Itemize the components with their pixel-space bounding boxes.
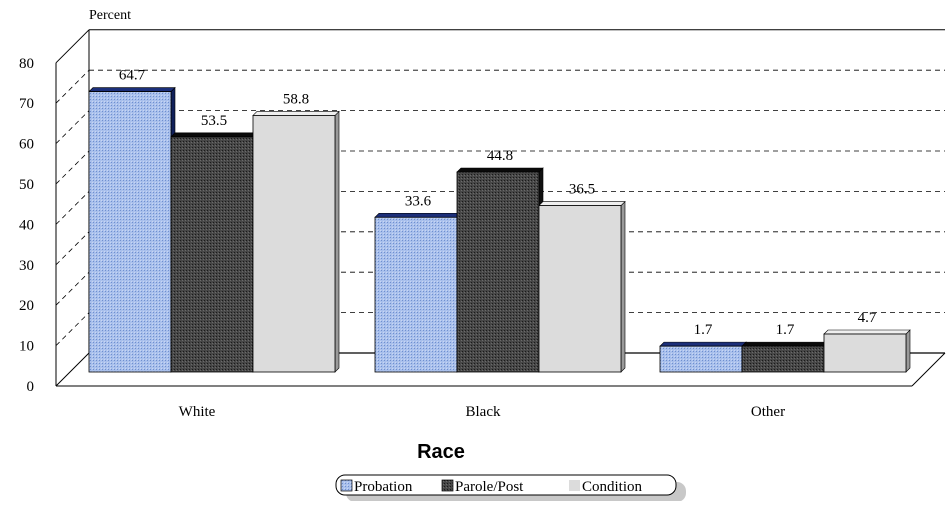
bar <box>88 91 172 373</box>
bar-side <box>334 110 340 373</box>
bar <box>170 136 254 373</box>
bar-top <box>456 167 544 173</box>
side-wall-top-edge <box>55 29 90 64</box>
x-axis-title: Race <box>417 441 465 463</box>
legend-swatch <box>340 479 353 492</box>
bar-top <box>741 341 829 347</box>
gridline-side <box>55 150 90 185</box>
bar-top <box>252 111 340 116</box>
x-tick-label: Black <box>466 404 501 420</box>
gridline-side <box>55 271 90 306</box>
bar-top <box>538 201 626 206</box>
y-tick-label: 30 <box>19 258 34 274</box>
bar <box>538 205 622 373</box>
y-tick-labels: 0 10 20 30 40 50 60 70 80 <box>19 56 34 395</box>
bar <box>374 216 458 373</box>
legend-label: Parole/Post <box>455 479 524 495</box>
gridline-side <box>55 69 90 104</box>
y-tick-label: 50 <box>19 177 34 193</box>
gridline-side <box>55 191 90 225</box>
legend-label: Condition <box>582 479 643 495</box>
floor-left-edge <box>55 352 90 387</box>
bar-side <box>905 329 911 373</box>
bar <box>741 345 825 373</box>
y-tick-label: 70 <box>19 96 34 112</box>
data-label: 36.5 <box>569 182 595 198</box>
data-label: 58.8 <box>283 91 309 107</box>
bar <box>823 333 907 373</box>
bar <box>252 115 336 373</box>
bars-layer: 64.7 53.5 58.8 33.6 44.8 36.5 1.7 1.7 4.7 <box>88 68 911 373</box>
bar-top <box>823 329 911 335</box>
data-label: 4.7 <box>858 310 877 326</box>
y-tick-label: 0 <box>27 379 35 395</box>
bar-top <box>659 341 747 347</box>
bar <box>456 171 540 373</box>
data-label: 1.7 <box>694 322 713 338</box>
x-tick-label: Other <box>751 404 785 420</box>
bar-top <box>374 212 462 218</box>
legend-label: Probation <box>354 479 413 495</box>
x-tick-labels: White Black Other <box>179 404 785 420</box>
x-tick-label: White <box>179 404 216 420</box>
y-tick-label: 40 <box>19 217 34 233</box>
floor-right-edge <box>911 352 946 387</box>
bar <box>659 345 743 373</box>
legend-swatch <box>441 479 454 492</box>
data-label: 33.6 <box>405 193 432 209</box>
y-tick-label: 60 <box>19 137 34 153</box>
gridline-side <box>55 231 90 266</box>
y-axis-title: Percent <box>89 8 131 23</box>
data-label: 53.5 <box>201 113 227 129</box>
y-tick-label: 10 <box>19 339 34 355</box>
data-label: 44.8 <box>487 148 513 164</box>
y-tick-label: 20 <box>19 298 34 314</box>
bar-top <box>88 87 176 92</box>
gridline-side <box>55 110 90 144</box>
y-tick-label: 80 <box>19 56 34 72</box>
data-label: 64.7 <box>119 68 146 84</box>
legend-box <box>335 474 677 496</box>
gridline-side <box>55 312 90 346</box>
legend: Probation Parole/Post Condition <box>335 474 686 502</box>
data-label: 1.7 <box>776 322 795 338</box>
legend-swatch <box>569 480 580 491</box>
bar-top <box>170 132 258 138</box>
bar-side <box>620 200 626 373</box>
